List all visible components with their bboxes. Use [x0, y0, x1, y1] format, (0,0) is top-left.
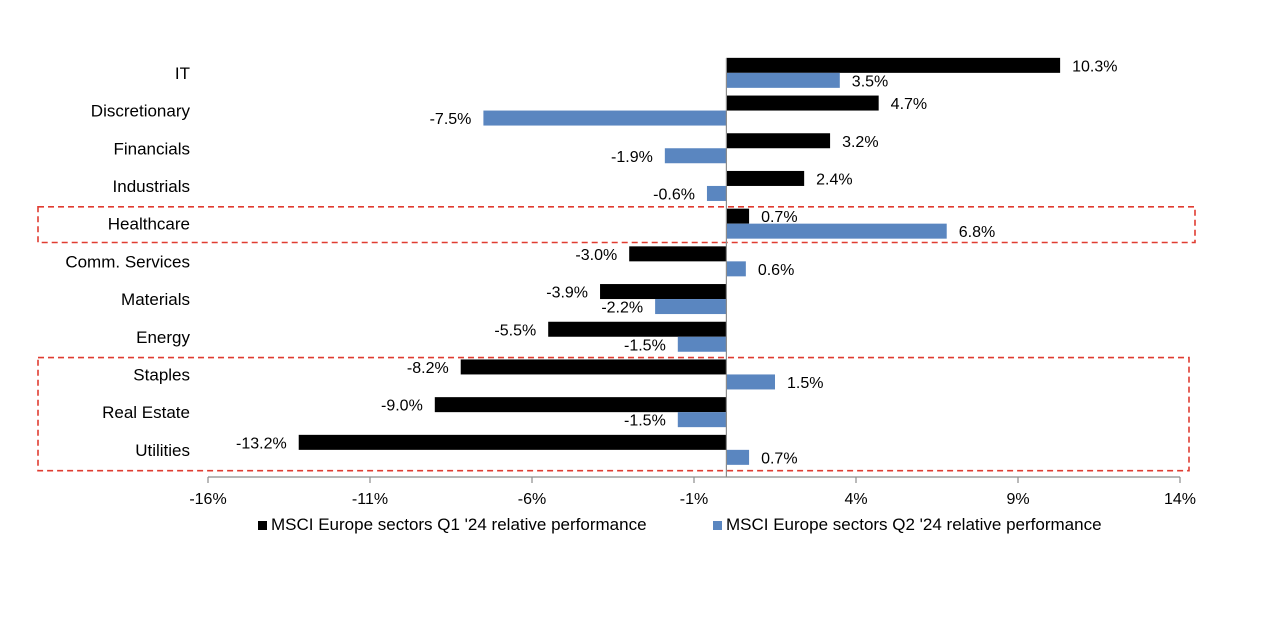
x-tick-label: 9% — [1006, 491, 1029, 508]
data-label-q1-utilities: -13.2% — [236, 435, 287, 452]
highlight-box-1 — [37, 206, 1196, 244]
bar-q2-financials — [664, 148, 727, 164]
category-label-utilities: Utilities — [135, 441, 190, 460]
data-label-q2-staples: 1.5% — [787, 375, 823, 392]
category-label-healthcare: Healthcare — [108, 215, 190, 234]
category-label-staples: Staples — [133, 365, 190, 384]
data-label-q2-real-estate: -1.5% — [624, 413, 666, 430]
bar-q2-materials — [655, 299, 727, 315]
data-label-q1-industrials: 2.4% — [816, 171, 852, 188]
bar-q1-discretionary — [726, 95, 879, 111]
bar-q1-real-estate — [434, 397, 727, 413]
data-label-q2-financials: -1.9% — [611, 149, 653, 166]
data-label-q1-comm-services: -3.0% — [575, 247, 617, 264]
bar-q2-comm-services — [726, 261, 746, 277]
legend-swatch-q2 — [713, 521, 722, 530]
x-tick-label: 14% — [1164, 491, 1196, 508]
bar-q1-healthcare — [726, 208, 750, 224]
legend-label-q2: MSCI Europe sectors Q2 '24 relative perf… — [726, 515, 1102, 534]
data-label-q1-financials: 3.2% — [842, 134, 878, 151]
data-label-q1-healthcare: 0.7% — [761, 209, 797, 226]
bar-q1-staples — [460, 359, 727, 375]
x-tick-label: -6% — [518, 491, 546, 508]
bar-q1-energy — [548, 321, 727, 337]
legend-swatch-q1 — [258, 521, 267, 530]
bar-q2-real-estate — [677, 412, 727, 428]
data-label-q2-comm-services: 0.6% — [758, 262, 794, 279]
x-tick-label: 4% — [844, 491, 867, 508]
category-label-financials: Financials — [113, 139, 190, 158]
category-label-materials: Materials — [121, 290, 190, 309]
legend-label-q1: MSCI Europe sectors Q1 '24 relative perf… — [271, 515, 647, 534]
data-label-q2-industrials: -0.6% — [653, 186, 695, 203]
data-label-q2-materials: -2.2% — [601, 300, 643, 317]
bar-q2-utilities — [726, 449, 750, 465]
bar-q2-healthcare — [726, 223, 947, 239]
bar-q1-utilities — [298, 434, 727, 450]
x-tick-label: -1% — [680, 491, 708, 508]
data-label-q2-discretionary: -7.5% — [430, 111, 472, 128]
category-label-it: IT — [175, 64, 190, 83]
highlight-box-2 — [37, 356, 1190, 472]
bar-q2-discretionary — [483, 110, 727, 126]
category-label-industrials: Industrials — [113, 177, 190, 196]
data-label-q1-staples: -8.2% — [407, 360, 449, 377]
data-label-q1-it: 10.3% — [1072, 58, 1117, 75]
bar-q1-comm-services — [629, 246, 727, 262]
x-tick-label: -11% — [352, 491, 388, 508]
bar-q1-financials — [726, 133, 831, 149]
data-label-q2-healthcare: 6.8% — [959, 224, 995, 241]
data-label-q2-utilities: 0.7% — [761, 450, 797, 467]
bar-q2-it — [726, 72, 840, 88]
bar-q2-industrials — [706, 185, 727, 201]
bar-q1-materials — [600, 284, 727, 300]
bar-q2-energy — [677, 336, 727, 352]
data-label-q1-energy: -5.5% — [494, 322, 536, 339]
data-label-q1-materials: -3.9% — [546, 285, 588, 302]
category-label-discretionary: Discretionary — [91, 102, 191, 121]
data-label-q1-real-estate: -9.0% — [381, 398, 423, 415]
category-label-energy: Energy — [136, 328, 190, 347]
data-label-q1-discretionary: 4.7% — [891, 96, 927, 113]
category-label-real-estate: Real Estate — [102, 403, 190, 422]
data-label-q2-it: 3.5% — [852, 73, 888, 90]
x-tick-label: -16% — [189, 491, 226, 508]
data-label-q2-energy: -1.5% — [624, 337, 666, 354]
bar-q2-staples — [726, 374, 775, 390]
bar-q1-industrials — [726, 170, 805, 186]
bar-q1-it — [726, 57, 1061, 73]
category-label-comm-services: Comm. Services — [65, 252, 190, 271]
